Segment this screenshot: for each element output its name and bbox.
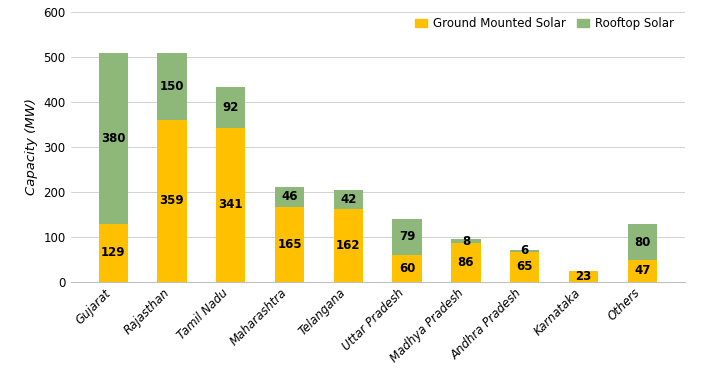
Text: 129: 129 [101,246,126,259]
Text: 162: 162 [336,239,361,251]
Bar [275,187,304,207]
Text: 359: 359 [160,194,184,207]
Text: 92: 92 [222,101,239,114]
Text: 79: 79 [399,230,415,243]
Bar [334,190,363,209]
Bar [216,87,246,128]
Text: 42: 42 [340,193,357,206]
Text: 60: 60 [399,262,415,274]
Bar [393,255,421,282]
Bar [216,128,246,282]
Bar [510,252,539,282]
Bar [99,53,128,224]
Y-axis label: Capacity (MW): Capacity (MW) [25,98,38,195]
Text: 165: 165 [277,238,302,251]
Text: 380: 380 [101,132,126,145]
Bar [157,120,186,282]
Bar [510,249,539,252]
Bar [393,219,421,255]
Text: 23: 23 [575,270,592,283]
Text: 150: 150 [160,80,184,93]
Text: 341: 341 [219,198,243,212]
Text: 6: 6 [520,244,529,257]
Bar [628,224,657,260]
Text: 65: 65 [516,260,533,273]
Text: 8: 8 [462,235,470,248]
Legend: Ground Mounted Solar, Rooftop Solar: Ground Mounted Solar, Rooftop Solar [410,12,679,35]
Bar [334,209,363,282]
Bar [569,271,598,282]
Bar [451,239,481,243]
Text: 86: 86 [457,256,474,269]
Text: 46: 46 [281,190,298,203]
Text: 47: 47 [634,264,650,278]
Bar [275,207,304,282]
Bar [451,243,481,282]
Bar [157,53,186,120]
Text: 80: 80 [634,236,650,249]
Bar [628,260,657,282]
Bar [99,224,128,282]
